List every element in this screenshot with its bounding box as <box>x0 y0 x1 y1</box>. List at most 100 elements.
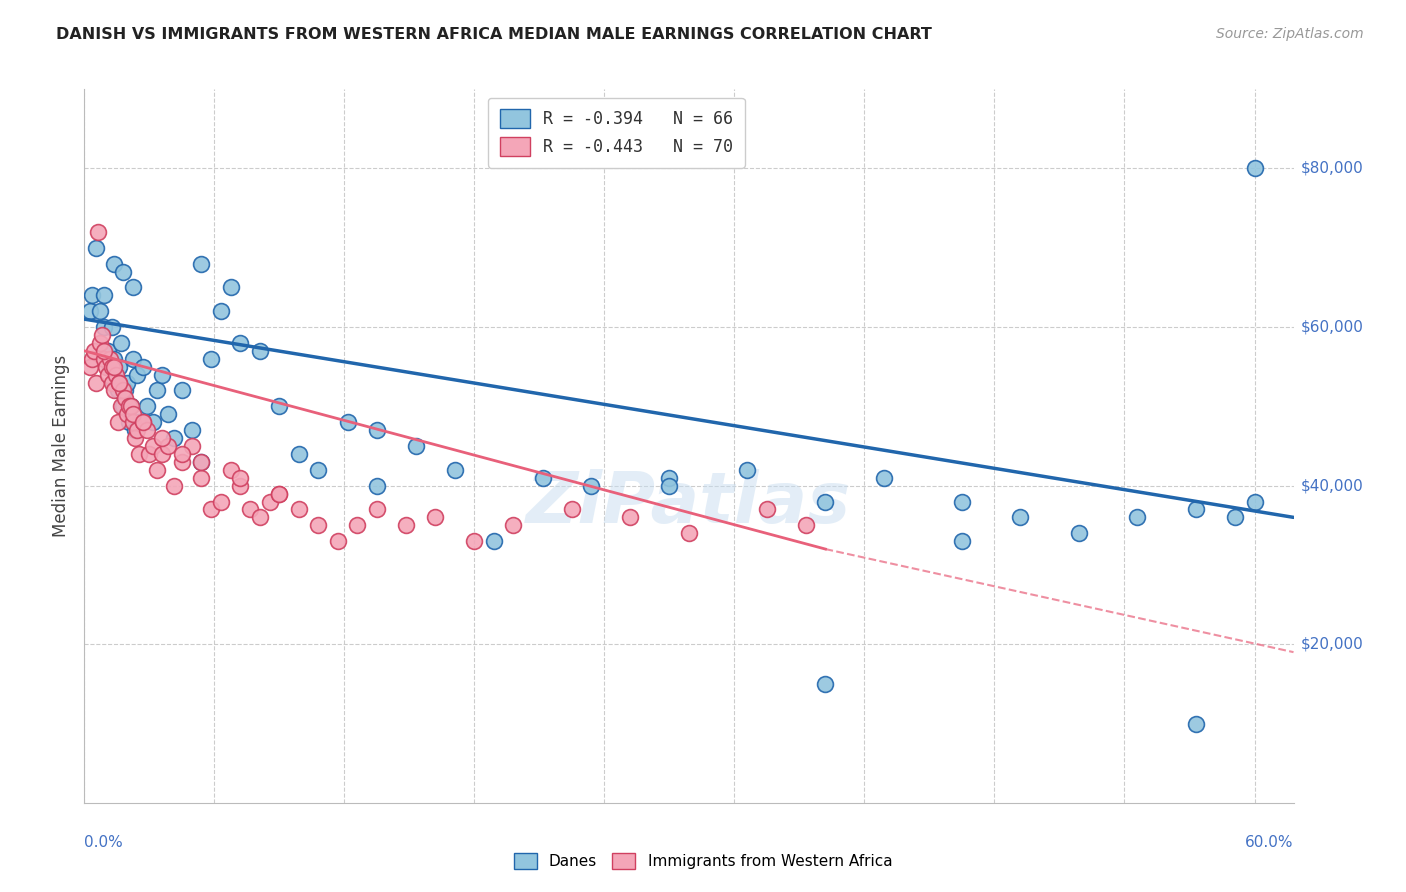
Point <box>249 343 271 358</box>
Point <box>219 280 242 294</box>
Point <box>1185 502 1208 516</box>
Point <box>1067 526 1090 541</box>
Point <box>150 368 173 382</box>
Point <box>128 415 150 429</box>
Point <box>425 510 447 524</box>
Point <box>444 463 467 477</box>
Point <box>1185 716 1208 731</box>
Point <box>200 351 222 366</box>
Point <box>108 376 131 390</box>
Point <box>180 439 202 453</box>
Point <box>502 518 524 533</box>
Point <box>117 407 139 421</box>
Point <box>873 471 896 485</box>
Point <box>138 447 160 461</box>
Point <box>1010 510 1032 524</box>
Point <box>98 359 121 374</box>
Point <box>482 534 505 549</box>
Point <box>150 431 173 445</box>
Point <box>170 384 193 398</box>
Point <box>157 439 180 453</box>
Text: Source: ZipAtlas.com: Source: ZipAtlas.com <box>1216 27 1364 41</box>
Point <box>124 431 146 445</box>
Point <box>209 304 232 318</box>
Legend: Danes, Immigrants from Western Africa: Danes, Immigrants from Western Africa <box>508 847 898 875</box>
Point <box>89 304 111 318</box>
Point <box>110 335 132 350</box>
Point <box>755 502 778 516</box>
Point <box>87 225 110 239</box>
Point <box>97 368 120 382</box>
Point <box>94 359 117 374</box>
Point <box>145 463 167 477</box>
Text: $80,000: $80,000 <box>1301 161 1364 176</box>
Point <box>145 384 167 398</box>
Point <box>117 376 139 390</box>
Point <box>814 494 837 508</box>
Point <box>581 478 603 492</box>
Point <box>190 455 212 469</box>
Point <box>93 320 115 334</box>
Point <box>288 502 311 516</box>
Point <box>814 677 837 691</box>
Point <box>307 518 329 533</box>
Point <box>108 359 131 374</box>
Point <box>658 471 681 485</box>
Point <box>132 415 155 429</box>
Point <box>108 376 131 390</box>
Point <box>366 478 388 492</box>
Text: $20,000: $20,000 <box>1301 637 1364 652</box>
Point <box>150 447 173 461</box>
Point <box>190 257 212 271</box>
Text: 60.0%: 60.0% <box>1246 835 1294 850</box>
Point <box>209 494 232 508</box>
Point <box>100 320 122 334</box>
Point <box>269 486 291 500</box>
Text: DANISH VS IMMIGRANTS FROM WESTERN AFRICA MEDIAN MALE EARNINGS CORRELATION CHART: DANISH VS IMMIGRANTS FROM WESTERN AFRICA… <box>56 27 932 42</box>
Point <box>737 463 759 477</box>
Point <box>97 343 120 358</box>
Point <box>122 407 145 421</box>
Point <box>219 463 242 477</box>
Point <box>658 478 681 492</box>
Point <box>112 384 135 398</box>
Point <box>122 351 145 366</box>
Point <box>125 423 148 437</box>
Point <box>249 510 271 524</box>
Point <box>110 400 132 414</box>
Point <box>346 518 368 533</box>
Point <box>93 343 115 358</box>
Point <box>950 534 973 549</box>
Point <box>120 400 142 414</box>
Point <box>104 368 127 382</box>
Point <box>82 351 104 366</box>
Point <box>90 328 112 343</box>
Text: $40,000: $40,000 <box>1301 478 1364 493</box>
Point <box>118 415 141 429</box>
Point <box>190 455 212 469</box>
Y-axis label: Median Male Earnings: Median Male Earnings <box>52 355 70 537</box>
Point <box>103 359 125 374</box>
Point <box>122 415 145 429</box>
Point <box>561 502 583 516</box>
Point <box>135 423 157 437</box>
Text: ZiPatlas: ZiPatlas <box>526 468 852 538</box>
Point <box>122 280 145 294</box>
Point <box>1243 161 1265 176</box>
Point <box>326 534 349 549</box>
Point <box>950 494 973 508</box>
Point <box>1223 510 1246 524</box>
Point <box>107 415 129 429</box>
Point <box>288 447 311 461</box>
Point <box>463 534 485 549</box>
Point <box>229 335 252 350</box>
Point <box>118 400 141 414</box>
Point <box>142 439 165 453</box>
Point <box>114 392 136 406</box>
Point <box>104 368 127 382</box>
Legend: R = -0.394   N = 66, R = -0.443   N = 70: R = -0.394 N = 66, R = -0.443 N = 70 <box>488 97 745 168</box>
Point <box>93 288 115 302</box>
Point <box>100 376 122 390</box>
Point <box>103 376 125 390</box>
Point <box>98 351 121 366</box>
